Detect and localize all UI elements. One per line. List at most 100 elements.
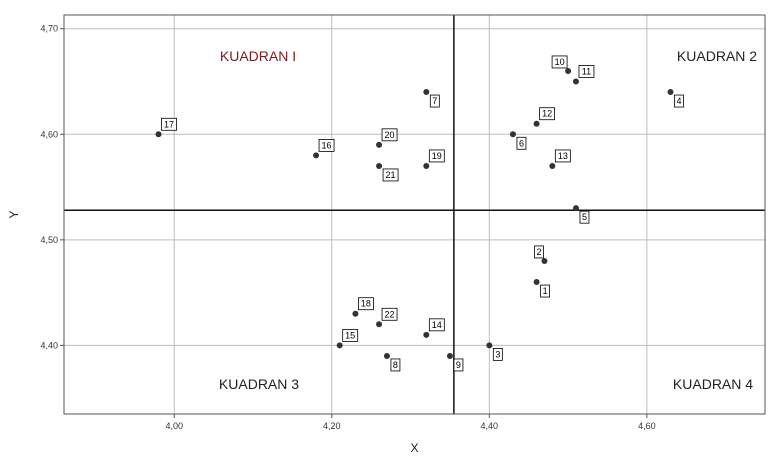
point-label-21: 21 xyxy=(382,168,399,182)
point-label-6: 6 xyxy=(516,136,527,150)
point-label-box xyxy=(516,136,527,150)
data-point-21 xyxy=(376,162,383,169)
data-point-13 xyxy=(549,162,556,169)
point-label-box xyxy=(428,149,445,163)
point-label-box xyxy=(161,117,177,131)
point-label-7: 7 xyxy=(429,94,440,108)
point-label-15: 15 xyxy=(342,328,359,342)
point-label-19: 19 xyxy=(428,149,445,163)
quadrant-label-bottom-left: KUADRAN 3 xyxy=(219,376,299,392)
point-label-box xyxy=(453,358,464,372)
point-label-box xyxy=(579,210,590,224)
data-point-20 xyxy=(376,141,383,148)
data-point-11 xyxy=(572,78,579,85)
x-axis-title: X xyxy=(410,441,418,455)
point-label-text: 22 xyxy=(385,309,395,319)
point-label-box xyxy=(381,128,398,142)
plot-area-frame xyxy=(63,14,766,415)
point-label-box xyxy=(551,55,568,69)
point-label-text: 15 xyxy=(345,330,355,340)
y-tick-label: 4,60 xyxy=(40,129,58,139)
point-label-text: 10 xyxy=(555,57,565,67)
point-label-text: 16 xyxy=(322,140,332,150)
point-label-box xyxy=(382,168,399,182)
data-point-17 xyxy=(155,131,162,138)
point-label-text: 13 xyxy=(558,151,568,161)
point-label-text: 1 xyxy=(543,286,548,296)
point-label-text: 18 xyxy=(361,299,371,309)
data-points xyxy=(155,67,674,359)
point-label-text: 12 xyxy=(542,109,552,119)
point-label-14: 14 xyxy=(428,318,445,332)
point-label-text: 7 xyxy=(432,96,437,106)
point-label-box xyxy=(342,328,359,342)
data-point-14 xyxy=(423,331,430,338)
point-label-box xyxy=(674,94,684,108)
point-label-text: 2 xyxy=(536,247,541,257)
point-label-18: 18 xyxy=(358,297,374,311)
point-label-text: 6 xyxy=(519,138,524,148)
data-point-2 xyxy=(541,257,548,264)
point-label-box xyxy=(429,94,440,108)
data-point-9 xyxy=(446,352,453,359)
point-label-22: 22 xyxy=(381,307,398,321)
data-point-1 xyxy=(533,279,540,286)
data-point-22 xyxy=(376,321,383,328)
point-label-box xyxy=(318,138,335,152)
point-label-text: 4 xyxy=(676,96,681,106)
point-label-text: 20 xyxy=(385,130,395,140)
data-point-18 xyxy=(352,310,359,317)
quadrant-label-top-left: KUADRAN I xyxy=(220,48,296,64)
point-label-text: 21 xyxy=(386,170,396,180)
point-label-10: 10 xyxy=(551,55,568,69)
point-label-box xyxy=(540,284,550,298)
point-label-8: 8 xyxy=(390,358,401,372)
point-label-box xyxy=(578,65,595,78)
reference-lines xyxy=(64,15,765,414)
point-label-1: 1 xyxy=(540,284,550,298)
point-label-box xyxy=(534,245,544,259)
point-label-text: 5 xyxy=(582,212,587,222)
point-label-text: 17 xyxy=(164,119,174,129)
data-point-6 xyxy=(509,131,516,138)
point-label-text: 3 xyxy=(495,349,500,359)
point-label-text: 11 xyxy=(582,67,591,77)
y-tick-label: 4,70 xyxy=(40,24,58,34)
x-tick-label: 4,40 xyxy=(481,421,499,431)
point-label-13: 13 xyxy=(554,149,571,163)
point-label-3: 3 xyxy=(492,347,503,361)
data-point-5 xyxy=(572,205,579,212)
point-label-text: 8 xyxy=(393,360,398,370)
point-label-box xyxy=(390,358,401,372)
point-label-5: 5 xyxy=(579,210,590,224)
y-tick-label: 4,50 xyxy=(40,235,58,245)
y-axis-title: Y xyxy=(7,210,21,218)
point-label-20: 20 xyxy=(381,128,398,142)
tick-labels: 4,00 4,20 4,40 4,60 4,40 4,50 4,60 4,70 xyxy=(40,24,655,431)
point-label-2: 2 xyxy=(534,245,544,259)
quadrant-labels: KUADRAN I KUADRAN 2 KUADRAN 3 KUADRAN 4 xyxy=(219,48,757,392)
x-tick-label: 4,00 xyxy=(166,421,184,431)
data-point-15 xyxy=(336,342,343,349)
data-point-12 xyxy=(533,120,540,127)
point-label-text: 14 xyxy=(432,320,442,330)
point-label-text: 9 xyxy=(456,360,461,370)
data-point-10 xyxy=(565,67,572,74)
point-label-box xyxy=(428,318,445,332)
point-label-12: 12 xyxy=(539,107,555,121)
gridlines xyxy=(64,15,765,414)
point-label-box xyxy=(381,307,398,321)
point-label-16: 16 xyxy=(318,138,335,152)
data-point-4 xyxy=(667,89,674,96)
quadrant-label-bottom-right: KUADRAN 4 xyxy=(673,376,753,392)
point-label-4: 4 xyxy=(674,94,684,108)
x-tick-label: 4,20 xyxy=(323,421,341,431)
point-label-box xyxy=(492,347,503,361)
data-point-7 xyxy=(423,89,430,96)
point-label-9: 9 xyxy=(453,358,464,372)
x-tick-label: 4,60 xyxy=(638,421,656,431)
point-label-box xyxy=(539,107,555,121)
point-label-box xyxy=(358,297,374,311)
